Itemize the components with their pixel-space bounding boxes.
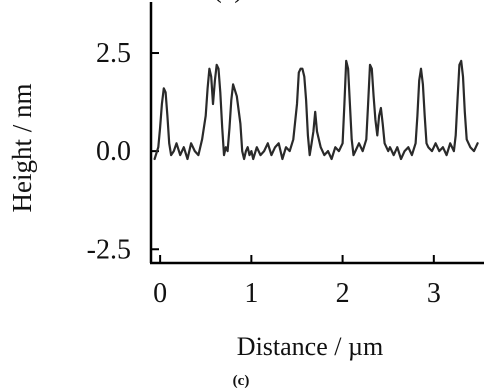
y-axis-label: Height / nm [7, 84, 37, 213]
svg-text:(c): (c) [212, 0, 243, 4]
x-tick-label: 0 [153, 278, 167, 309]
x-tick-label: 2 [336, 278, 350, 309]
x-axis-label: Distance / µm [237, 332, 383, 361]
y-tick-label: -2.5 [87, 234, 131, 265]
y-tick-label: 2.5 [96, 38, 131, 69]
axis-tick-labels: 0 1 2 3 2.5 0.0 -2.5 [87, 38, 441, 309]
plot-series [153, 59, 479, 161]
y-tick-label: 0.0 [96, 136, 131, 167]
height-profile-line [153, 59, 479, 161]
x-tick-label: 3 [427, 278, 441, 309]
x-tick-label: 1 [244, 278, 258, 309]
panel-caption: (c) [233, 373, 250, 389]
axis-ticks [151, 52, 435, 263]
panel-label: (c) [212, 0, 243, 4]
